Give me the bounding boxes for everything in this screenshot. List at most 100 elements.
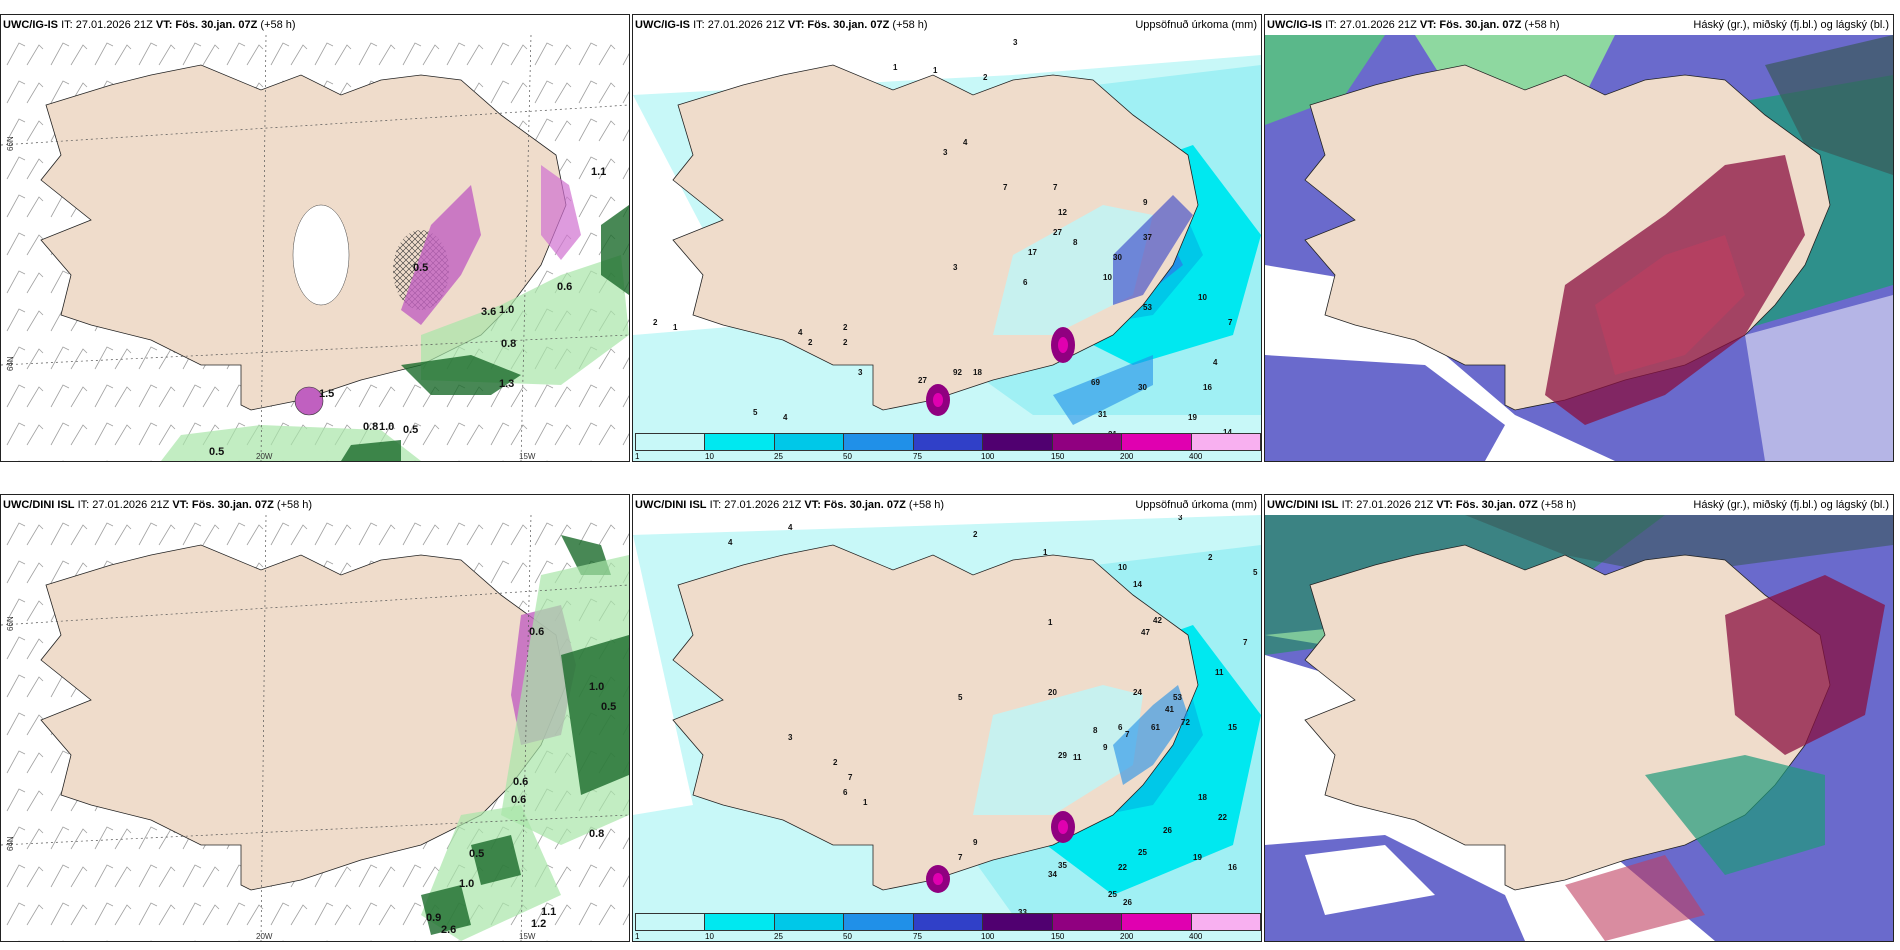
colorbar-swatch — [774, 914, 845, 930]
colorbar-swatch — [1122, 434, 1192, 450]
field-title: Háský (gr.), miðský (fj.bl.) og lágský (… — [1693, 499, 1889, 511]
svg-text:6: 6 — [1118, 723, 1123, 732]
svg-text:2: 2 — [833, 758, 838, 767]
svg-text:34: 34 — [1048, 870, 1057, 879]
snow-label: 1.0 — [499, 304, 514, 316]
svg-text:14: 14 — [1133, 580, 1142, 589]
snow-label: 0.6 — [557, 281, 572, 293]
colorbar-swatch — [1122, 914, 1192, 930]
svg-text:7: 7 — [1243, 638, 1248, 647]
svg-text:8: 8 — [1093, 726, 1098, 735]
svg-text:11: 11 — [1215, 668, 1224, 677]
panel-clouds-dini: UWC/DINI ISL IT: 27.01.2026 21Z VT: Fös.… — [1264, 494, 1894, 942]
svg-text:3: 3 — [1178, 515, 1183, 522]
svg-text:92: 92 — [953, 368, 962, 377]
snow-label: 1.3 — [499, 378, 514, 390]
panel-header: UWC/IG-IS IT: 27.01.2026 21Z VT: Fös. 30… — [1, 15, 629, 35]
colorbar-label: 75 — [913, 932, 922, 941]
init-time: IT: 27.01.2026 21Z — [1325, 19, 1417, 31]
model-name: UWC/DINI ISL — [1267, 499, 1339, 511]
panel-header: UWC/DINI ISL IT: 27.01.2026 21Z VT: Fös.… — [633, 495, 1261, 515]
lead-time: (+58 h) — [1540, 499, 1577, 511]
lon-label-15w: 15W — [519, 932, 536, 941]
lead-time: (+58 h) — [892, 19, 928, 31]
lat-label-64n: 64N — [6, 356, 15, 371]
colorbar-swatch — [705, 434, 775, 450]
colorbar-swatch — [913, 434, 984, 450]
svg-text:1: 1 — [1043, 548, 1048, 557]
colorbar-label: 10 — [705, 452, 714, 461]
lat-label-64n: 64N — [6, 836, 15, 851]
colorbar-swatch — [844, 914, 914, 930]
init-time: IT: 27.01.2026 21Z — [693, 19, 785, 31]
svg-text:29: 29 — [1058, 751, 1067, 760]
colorbar-label: 100 — [981, 932, 995, 941]
svg-text:7: 7 — [958, 853, 963, 862]
svg-text:42: 42 — [1153, 616, 1162, 625]
colorbar-label: 10 — [705, 932, 714, 941]
snow-label: 1.1 — [591, 166, 606, 178]
field-title: Uppsöfnuð úrkoma (mm) — [1135, 499, 1257, 511]
svg-text:20: 20 — [1048, 688, 1057, 697]
colorbar-swatch — [636, 914, 706, 930]
precip-colorbar — [635, 433, 1261, 451]
colorbar-label: 50 — [843, 932, 852, 941]
svg-text:18: 18 — [973, 368, 982, 377]
svg-text:9: 9 — [1103, 743, 1108, 752]
svg-text:16: 16 — [1228, 863, 1237, 872]
svg-text:12: 12 — [1058, 208, 1067, 217]
init-time: IT: 27.01.2026 21Z — [709, 499, 802, 511]
panel-header: UWC/IG-IS IT: 27.01.2026 21Z VT: Fös. 30… — [633, 15, 1261, 35]
colorbar-swatch — [636, 434, 706, 450]
svg-text:26: 26 — [1123, 898, 1132, 907]
snow-label: 1.0 — [379, 421, 394, 433]
snow-label: 0.5 — [413, 262, 428, 274]
snow-label: 1.5 — [319, 388, 334, 400]
lat-label-66n: 66N — [6, 136, 15, 151]
svg-text:7: 7 — [1125, 730, 1130, 739]
init-time: IT: 27.01.2026 21Z — [61, 19, 153, 31]
svg-text:4: 4 — [798, 328, 803, 337]
svg-text:16: 16 — [1203, 383, 1212, 392]
svg-text:3: 3 — [858, 368, 863, 377]
svg-text:1: 1 — [933, 66, 938, 75]
svg-text:2: 2 — [983, 73, 988, 82]
panel-snow-dini: UWC/DINI ISL IT: 27.01.2026 21Z VT: Fös.… — [0, 494, 630, 942]
colorbar-label: 50 — [843, 452, 852, 461]
svg-text:4: 4 — [963, 138, 968, 147]
svg-text:4: 4 — [788, 523, 793, 532]
precip-colorbar — [635, 913, 1261, 931]
cloud-map — [1265, 515, 1893, 941]
svg-text:1: 1 — [863, 798, 868, 807]
colorbar-swatch — [983, 914, 1053, 930]
lead-time: (+58 h) — [260, 19, 296, 31]
lead-time: (+58 h) — [1524, 19, 1560, 31]
colorbar-label: 75 — [913, 452, 922, 461]
colorbar-label: 1 — [635, 932, 640, 941]
svg-text:53: 53 — [1143, 303, 1152, 312]
valid-time: VT: Fös. 30.jan. 07Z — [1419, 19, 1522, 31]
svg-text:2: 2 — [653, 318, 658, 327]
svg-text:3: 3 — [953, 263, 958, 272]
svg-text:9: 9 — [973, 838, 978, 847]
field-title: Háský (gr.), miðský (fj.bl.) og lágský (… — [1693, 19, 1889, 31]
svg-text:22: 22 — [1118, 863, 1127, 872]
svg-text:5: 5 — [958, 693, 963, 702]
cloud-map — [1265, 35, 1893, 461]
model-name: UWC/IG-IS — [3, 19, 58, 31]
svg-text:6: 6 — [1023, 278, 1028, 287]
valid-time: VT: Fös. 30.jan. 07Z — [155, 19, 258, 31]
panel-precip-dini: UWC/DINI ISL IT: 27.01.2026 21Z VT: Fös.… — [632, 494, 1262, 942]
colorbar-swatch — [913, 914, 984, 930]
colorbar-swatch — [983, 434, 1053, 450]
svg-text:18: 18 — [1198, 793, 1207, 802]
snow-label: 0.6 — [511, 794, 526, 806]
colorbar-swatch — [1052, 914, 1123, 930]
svg-text:53: 53 — [1173, 693, 1182, 702]
snow-label: 0.5 — [403, 424, 418, 436]
svg-text:27: 27 — [918, 376, 927, 385]
colorbar-label: 25 — [774, 452, 783, 461]
colorbar-swatch — [1191, 434, 1260, 450]
svg-text:1: 1 — [1048, 618, 1053, 627]
svg-text:22: 22 — [1218, 813, 1227, 822]
